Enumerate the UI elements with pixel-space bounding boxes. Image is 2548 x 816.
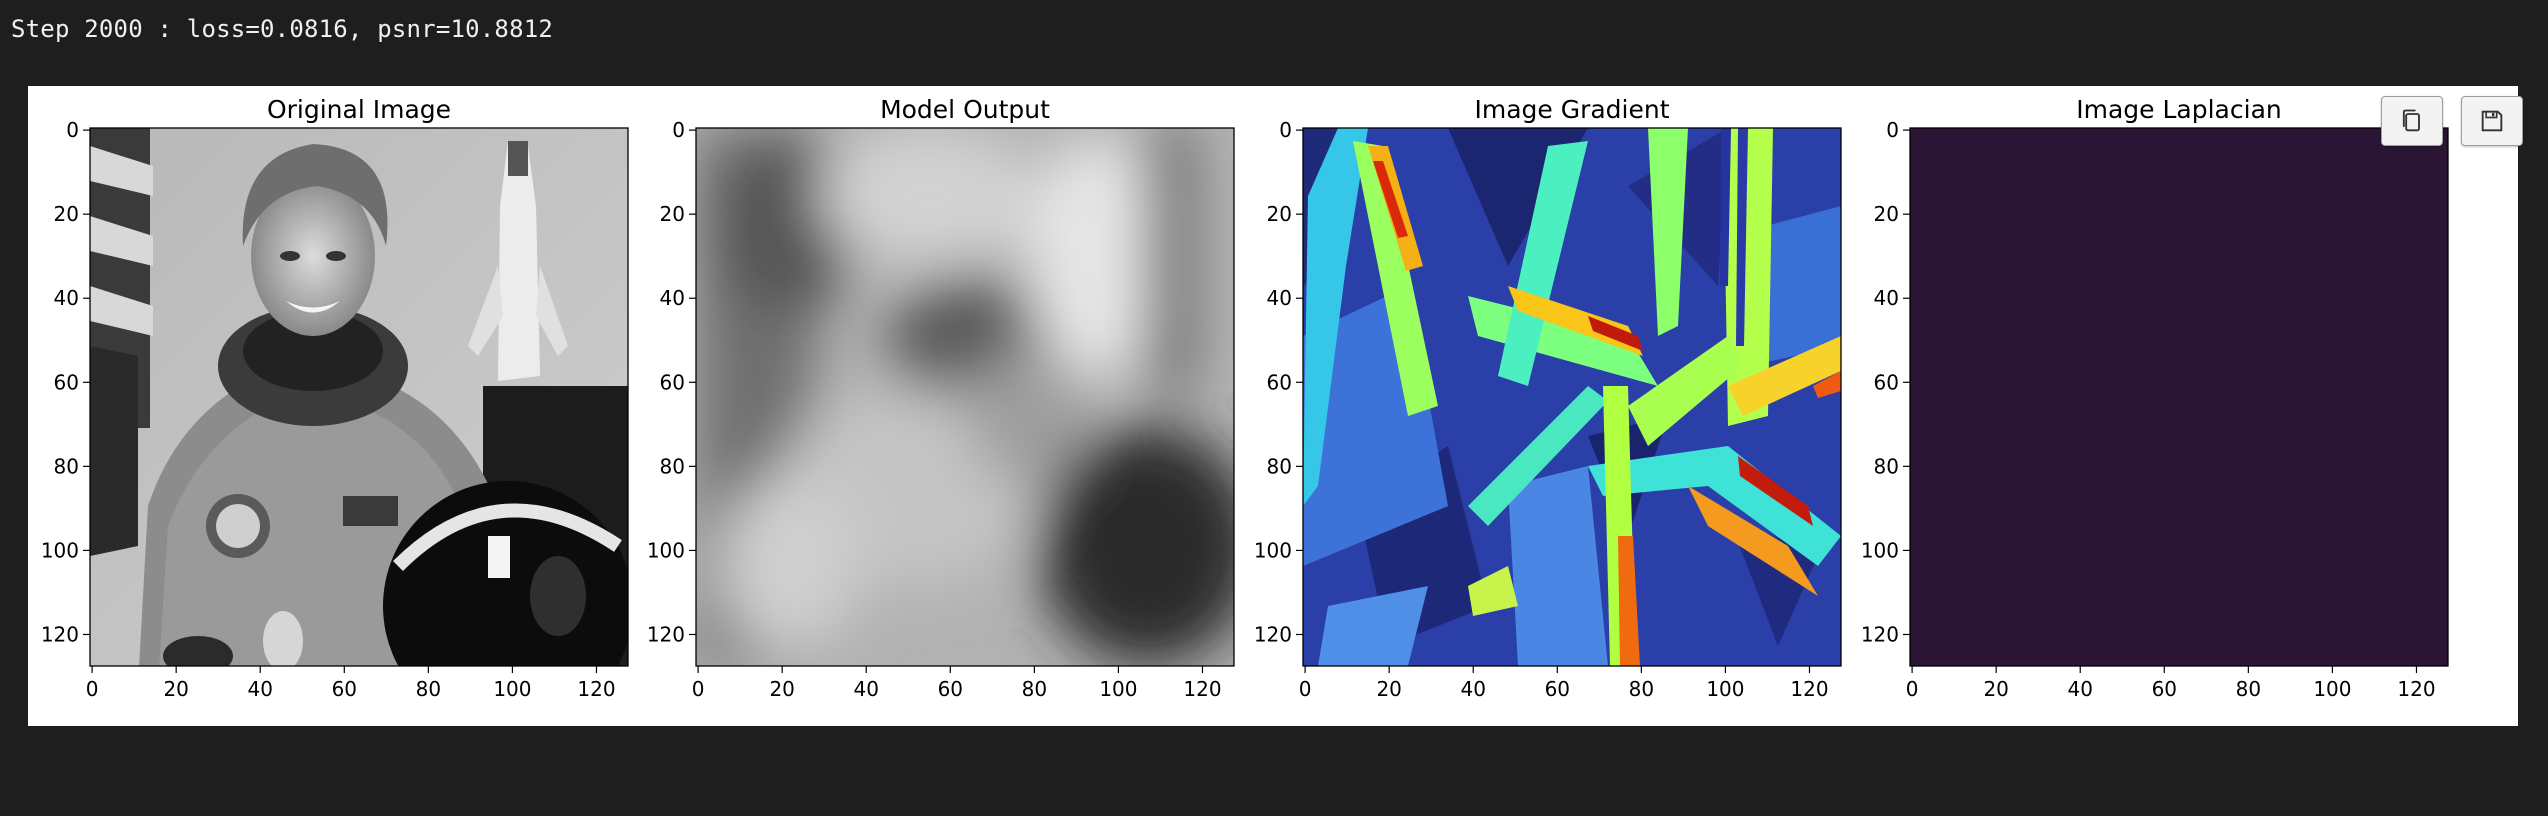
x-tick-label: 80 (416, 677, 441, 701)
panel-original-image (89, 127, 629, 667)
x-tick-label: 120 (1183, 677, 1221, 701)
y-tick-label: 40 (1267, 286, 1292, 310)
y-tick-label: 60 (1874, 370, 1899, 394)
x-tick-label: 100 (2313, 677, 2351, 701)
y-tick-label: 20 (1874, 202, 1899, 226)
panel-image-laplacian (1909, 127, 2449, 667)
x-tick-label: 40 (248, 677, 273, 701)
image-laplacian-raster (1909, 127, 2449, 667)
y-tick-label: 20 (54, 202, 79, 226)
y-tick-label: 60 (54, 370, 79, 394)
panel-image-gradient (1302, 127, 1842, 667)
y-tick-label: 0 (672, 118, 685, 142)
x-tick-label: 120 (2397, 677, 2435, 701)
save-button[interactable] (2461, 96, 2523, 146)
x-tick-label: 40 (1461, 677, 1486, 701)
x-tick-label: 100 (493, 677, 531, 701)
y-tick-label: 40 (660, 286, 685, 310)
y-tick-label: 40 (54, 286, 79, 310)
panel-title: Image Gradient (1474, 95, 1669, 124)
image-gradient-raster (1303, 128, 1841, 666)
y-tick-label: 120 (1861, 622, 1899, 646)
y-tick-label: 100 (1861, 538, 1899, 562)
y-tick-label: 0 (1279, 118, 1292, 142)
y-tick-label: 120 (41, 622, 79, 646)
original-image-raster (90, 128, 628, 666)
panel-title: Model Output (880, 95, 1050, 124)
x-tick-label: 80 (1022, 677, 1047, 701)
x-tick-label: 100 (1099, 677, 1137, 701)
x-tick-label: 0 (1906, 677, 1919, 701)
x-tick-label: 120 (1790, 677, 1828, 701)
cell-stdout: Step 2000 : loss=0.0816, psnr=10.8812 (11, 15, 554, 43)
y-tick-label: 120 (647, 622, 685, 646)
y-tick-label: 80 (660, 454, 685, 478)
x-tick-label: 20 (769, 677, 794, 701)
x-tick-label: 120 (577, 677, 615, 701)
y-tick-label: 20 (660, 202, 685, 226)
x-tick-label: 20 (1983, 677, 2008, 701)
x-tick-label: 60 (2152, 677, 2177, 701)
panel-title: Image Laplacian (2076, 95, 2281, 124)
y-tick-label: 80 (54, 454, 79, 478)
x-tick-label: 0 (1299, 677, 1312, 701)
x-tick-label: 20 (163, 677, 188, 701)
x-tick-label: 60 (1545, 677, 1570, 701)
y-tick-label: 80 (1267, 454, 1292, 478)
axis-ticks: 0 20 40 60 80 100 120 0 20 40 60 80 100 120 0 20 40 60 80 1… (41, 118, 2436, 701)
y-tick-label: 80 (1874, 454, 1899, 478)
y-tick-label: 0 (66, 118, 79, 142)
y-tick-label: 100 (1254, 538, 1292, 562)
x-tick-label: 40 (854, 677, 879, 701)
y-tick-label: 100 (41, 538, 79, 562)
figure-canvas: Original Image Model Output Image Gradie… (41, 95, 2449, 701)
matplotlib-figure: Original Image Model Output Image Gradie… (28, 86, 2523, 726)
y-tick-label: 20 (1267, 202, 1292, 226)
x-tick-label: 60 (938, 677, 963, 701)
y-tick-label: 100 (647, 538, 685, 562)
x-tick-label: 60 (332, 677, 357, 701)
copy-icon (2402, 109, 2420, 132)
copy-button[interactable] (2381, 96, 2443, 146)
x-tick-label: 80 (1629, 677, 1654, 701)
y-tick-label: 120 (1254, 622, 1292, 646)
y-tick-label: 0 (1886, 118, 1899, 142)
x-tick-label: 80 (2236, 677, 2261, 701)
panel-model-output (695, 127, 1235, 667)
model-output-raster (696, 128, 1234, 666)
y-tick-label: 40 (1874, 286, 1899, 310)
x-tick-label: 40 (2068, 677, 2093, 701)
x-tick-label: 0 (86, 677, 99, 701)
x-tick-label: 100 (1706, 677, 1744, 701)
y-tick-label: 60 (660, 370, 685, 394)
x-tick-label: 0 (692, 677, 705, 701)
x-tick-label: 20 (1376, 677, 1401, 701)
y-tick-label: 60 (1267, 370, 1292, 394)
panel-title: Original Image (267, 95, 451, 124)
save-icon (2481, 110, 2503, 132)
